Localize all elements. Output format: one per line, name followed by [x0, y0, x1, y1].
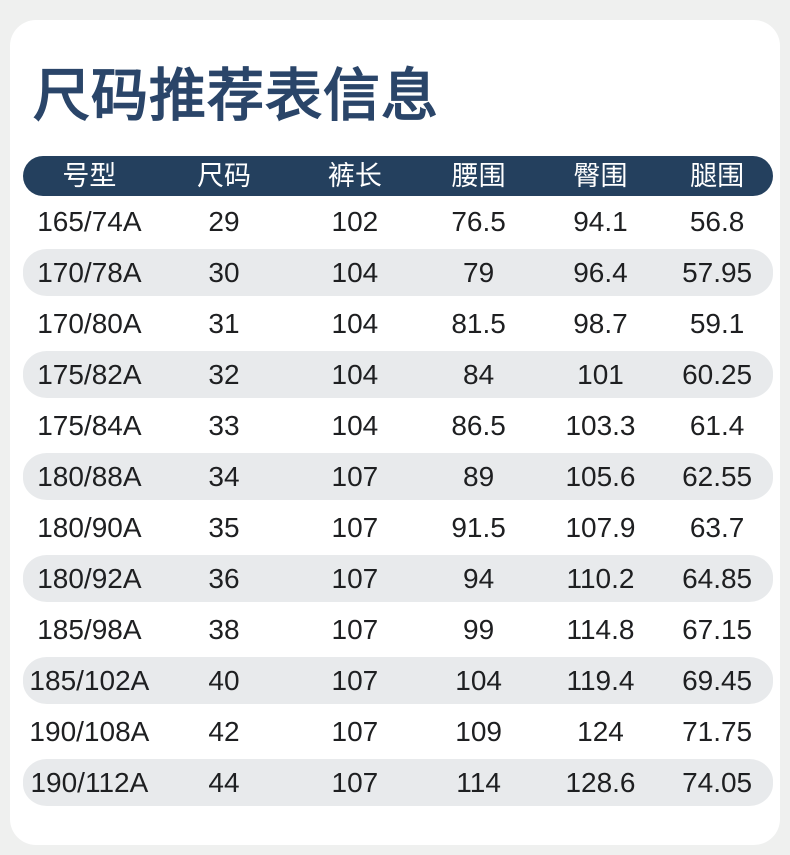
table-cell: 119.4: [566, 665, 635, 696]
table-cell: 104: [455, 665, 502, 696]
table-cell: 98.7: [573, 308, 628, 339]
table-cell: 99: [463, 614, 495, 645]
table-cell: 32: [208, 359, 240, 390]
table-cell: 107: [331, 563, 379, 594]
table-cell: 107: [331, 767, 379, 798]
table-cell: 175/82A: [37, 359, 142, 390]
table-cell: 104: [331, 359, 379, 390]
table-cell: 107: [331, 665, 379, 696]
header-cell-model-size: 号型: [62, 161, 117, 191]
table-cell: 69.45: [682, 665, 753, 696]
table-cell: 40: [208, 665, 240, 696]
table-cell: 91.5: [451, 512, 506, 543]
table-cell: 71.75: [682, 716, 753, 747]
header-cell-pants-length: 裤长: [327, 161, 382, 191]
table-row: 165/74A 29 102 76.5 94.1 56.8: [23, 196, 773, 247]
table-cell: 30: [208, 257, 240, 288]
table-row: 190/108A 42 107 109 124 71.75: [23, 706, 773, 757]
table-cell: 86.5: [451, 410, 506, 441]
table-row: 190/112A 44 107 114 128.6 74.05: [23, 757, 773, 808]
table-cell: 94: [463, 563, 495, 594]
table-cell: 59.1: [689, 308, 745, 339]
table-row: 175/82A 32 104 84 101 60.25: [23, 349, 773, 400]
table-cell: 180/90A: [37, 512, 142, 543]
table-cell: 42: [208, 716, 240, 747]
table-row: 180/92A 36 107 94 110.2 64.85: [23, 553, 773, 604]
table-cell: 89: [463, 461, 495, 492]
table-cell: 38: [208, 614, 240, 645]
table-cell: 81.5: [451, 308, 506, 339]
table-cell: 110.2: [566, 563, 635, 594]
table-cell: 190/108A: [29, 716, 150, 747]
table-cell: 107: [331, 716, 379, 747]
table-cell: 76.5: [451, 206, 506, 237]
table-cell: 175/84A: [37, 410, 142, 441]
table-cell: 170/78A: [37, 257, 142, 288]
table-cell: 185/98A: [37, 614, 142, 645]
table-cell: 102: [331, 206, 379, 237]
header-cell-waist: 腰围: [451, 161, 506, 191]
table-cell: 61.4: [689, 410, 745, 441]
table-cell: 114.8: [566, 614, 635, 645]
table-cell: 180/92A: [37, 563, 142, 594]
table-row: 175/84A 33 104 86.5 103.3 61.4: [23, 400, 773, 451]
table-cell: 107: [331, 614, 379, 645]
table-cell: 36: [208, 563, 240, 594]
table-cell: 104: [331, 257, 379, 288]
table-cell: 103.3: [565, 410, 636, 441]
table-cell: 57.95: [682, 257, 753, 288]
table-cell: 104: [331, 308, 379, 339]
table-cell: 29: [208, 206, 240, 237]
table-cell: 62.55: [682, 461, 753, 492]
table-cell: 63.7: [689, 512, 745, 543]
table-cell: 101: [577, 359, 624, 390]
table-cell: 34: [208, 461, 240, 492]
header-cell-hip: 臀围: [573, 161, 628, 191]
table-cell: 31: [208, 308, 240, 339]
table-cell: 79: [463, 257, 495, 288]
table-cell: 60.25: [682, 359, 753, 390]
table-cell: 44: [208, 767, 240, 798]
size-chart-card: 尺码推荐表信息 号型 尺码 裤长 腰围 臀围 腿围 165/74A 29 102 76…: [10, 20, 780, 845]
table-cell: 107: [331, 461, 379, 492]
table-cell: 190/112A: [30, 767, 149, 798]
page-title: 尺码推荐表信息: [33, 64, 439, 128]
table-row: 185/98A 38 107 99 114.8 67.15: [23, 604, 773, 655]
table-cell: 104: [331, 410, 379, 441]
table-cell: 114: [456, 767, 501, 798]
table-cell: 105.6: [565, 461, 636, 492]
table-cell: 124: [577, 716, 624, 747]
table-cell: 96.4: [573, 257, 628, 288]
table-cell: 67.15: [682, 614, 753, 645]
header-cell-size: 尺码: [197, 161, 251, 191]
header-cell-thigh: 腿围: [690, 161, 745, 191]
table-cell: 128.6: [565, 767, 636, 798]
table-row: 180/90A 35 107 91.5 107.9 63.7: [23, 502, 773, 553]
table-row: 170/80A 31 104 81.5 98.7 59.1: [23, 298, 773, 349]
table-cell: 107.9: [565, 512, 636, 543]
table-cell: 109: [455, 716, 502, 747]
table-header: 号型 尺码 裤长 腰围 臀围 腿围: [23, 156, 773, 196]
table-cell: 185/102A: [29, 665, 150, 696]
table-cell: 165/74A: [37, 206, 142, 237]
table-row: 170/78A 30 104 79 96.4 57.95: [23, 247, 773, 298]
table-cell: 35: [208, 512, 240, 543]
table-cell: 170/80A: [37, 308, 142, 339]
table-cell: 94.1: [573, 206, 628, 237]
table-cell: 33: [208, 410, 240, 441]
table-cell: 84: [463, 359, 495, 390]
table-cell: 74.05: [682, 767, 753, 798]
table-cell: 56.8: [689, 206, 745, 237]
table-cell: 180/88A: [37, 461, 142, 492]
table-body: 165/74A 29 102 76.5 94.1 56.8 170/78A 30 104 79 96…: [23, 196, 773, 808]
table-row: 180/88A 34 107 89 105.6 62.55: [23, 451, 773, 502]
table-row: 185/102A 40 107 104 119.4 69.45: [23, 655, 773, 706]
table-cell: 107: [331, 512, 379, 543]
table-cell: 64.85: [682, 563, 753, 594]
